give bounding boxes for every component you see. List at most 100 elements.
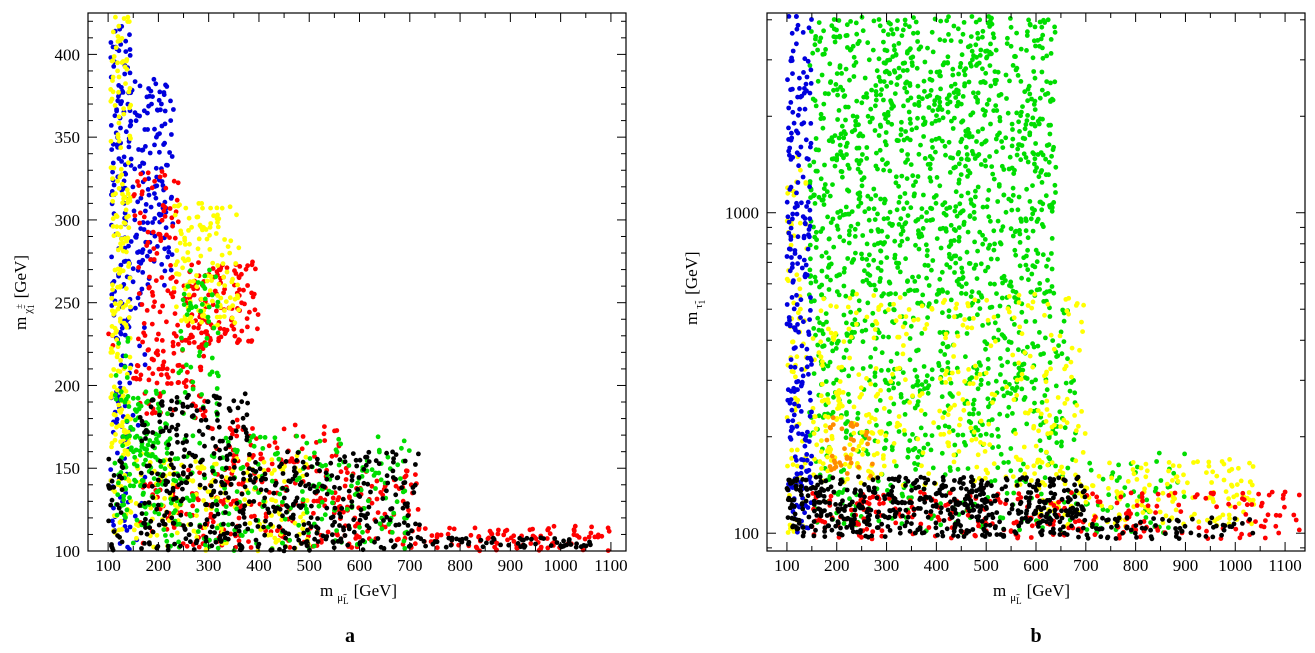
data-point [120,443,125,449]
data-point [894,260,899,266]
data-point [965,303,971,309]
data-point [958,39,964,44]
data-point [792,395,798,401]
data-point [834,304,839,310]
data-point [1010,352,1016,358]
data-point [1088,467,1094,473]
data-point [831,87,836,93]
data-point [921,78,927,84]
data-point [1029,305,1035,311]
data-point [1003,135,1009,141]
data-point [1056,343,1061,348]
data-point [997,118,1003,124]
data-point [874,321,880,326]
data-point [272,440,278,445]
data-point [175,219,181,225]
data-point [976,152,982,157]
data-point [142,352,148,357]
data-point [123,49,129,54]
data-point [984,101,990,107]
data-point [294,477,300,483]
data-point [900,228,906,234]
data-point [963,128,969,134]
data-point [174,304,179,310]
data-point [835,210,841,215]
data-point [972,297,978,303]
data-point [160,518,166,524]
data-point [1000,224,1006,230]
data-point [1047,360,1053,365]
data-point [110,78,115,83]
data-point [230,276,236,282]
data-point [930,217,935,223]
data-point [1185,480,1190,486]
data-point [946,308,952,314]
data-point [1080,329,1085,334]
data-point [878,92,884,98]
data-point [143,516,148,522]
data-point [169,252,175,257]
data-point [915,454,921,460]
data-point [149,356,155,362]
data-point [924,373,930,379]
data-point [194,284,200,290]
data-point [943,380,949,385]
data-point [194,508,200,513]
data-point [911,193,917,199]
data-point [1042,475,1048,481]
data-point [172,456,178,462]
data-point [1038,447,1044,453]
data-point [156,406,161,411]
data-point [527,527,533,533]
data-point [1221,477,1227,483]
data-point [413,462,418,467]
data-point [478,537,484,543]
data-point [195,465,201,470]
data-point [940,225,946,231]
data-point [360,529,365,535]
data-point [1100,507,1106,512]
data-point [391,544,396,550]
data-point [985,381,991,386]
data-point [142,422,147,428]
data-point [118,358,123,363]
x-tick-label: 200 [146,556,172,575]
data-point [1226,512,1232,518]
data-point [179,318,184,323]
data-point [896,429,902,434]
data-point [1039,207,1045,213]
data-point [923,242,929,248]
data-point [995,465,1001,471]
data-point [1063,380,1069,386]
data-point [906,109,912,115]
data-point [983,346,988,352]
data-point [796,277,802,282]
data-point [879,293,885,299]
data-point [168,500,174,506]
data-point [903,22,908,27]
data-point [319,516,325,522]
data-point [332,484,337,490]
data-point [125,544,130,550]
data-point [960,31,966,37]
data-point [128,416,134,422]
data-point [154,506,160,512]
data-point [1000,386,1005,392]
data-point [156,211,162,217]
data-point [864,145,870,150]
data-point [306,520,312,526]
data-point [242,391,248,397]
data-point [893,291,898,297]
data-point [889,27,894,32]
data-point [217,455,223,461]
data-point [253,469,259,474]
data-point [164,84,170,89]
data-point [818,393,824,399]
data-point [835,393,841,398]
data-point [205,424,211,430]
data-point [1138,465,1144,471]
data-point [864,156,870,161]
data-point [1035,343,1041,349]
data-point [249,528,255,534]
data-point [915,402,920,408]
